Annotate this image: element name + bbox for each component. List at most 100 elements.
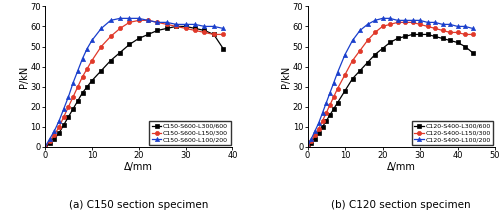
C120-S400-L150/300 <box>440 29 446 32</box>
C120-S400-L100/200 <box>447 23 453 26</box>
C120-S400-L150/300 <box>410 21 416 24</box>
Line: C150-S600-L100/200: C150-S600-L100/200 <box>43 16 225 149</box>
C120-S400-L100/200 <box>440 23 446 26</box>
C150-S600-L100/200 <box>70 81 76 84</box>
C120-S400-L100/200 <box>394 19 400 22</box>
C120-S400-L150/300 <box>331 96 337 98</box>
X-axis label: Δ/mm: Δ/mm <box>387 161 416 172</box>
C120-S400-L300/600 <box>304 146 310 148</box>
C150-S600-L300/600 <box>75 100 81 102</box>
C120-S400-L100/200 <box>331 81 337 84</box>
C150-S600-L100/200 <box>154 21 160 24</box>
C150-S600-L300/600 <box>56 132 62 134</box>
C150-S600-L150/300 <box>182 27 188 30</box>
C120-S400-L300/600 <box>447 39 453 42</box>
C120-S400-L100/200 <box>470 27 476 30</box>
C120-S400-L150/300 <box>417 23 423 26</box>
C150-S600-L100/200 <box>182 23 188 26</box>
C150-S600-L100/200 <box>75 69 81 72</box>
C150-S600-L100/200 <box>108 19 114 22</box>
C150-S600-L150/300 <box>98 45 104 48</box>
C120-S400-L300/600 <box>394 37 400 40</box>
C150-S600-L150/300 <box>56 126 62 128</box>
C150-S600-L150/300 <box>42 146 48 148</box>
C150-S600-L150/300 <box>89 59 95 62</box>
C150-S600-L100/200 <box>136 17 142 20</box>
C150-S600-L300/600 <box>61 124 67 126</box>
C150-S600-L300/600 <box>46 142 52 144</box>
C120-S400-L300/600 <box>410 33 416 36</box>
C120-S400-L100/200 <box>462 25 468 28</box>
C120-S400-L100/200 <box>402 19 408 22</box>
C150-S600-L100/200 <box>80 57 86 60</box>
C150-S600-L100/200 <box>173 23 179 26</box>
C150-S600-L100/200 <box>84 47 90 50</box>
C120-S400-L150/300 <box>402 21 408 24</box>
C120-S400-L300/600 <box>312 138 318 140</box>
C120-S400-L100/200 <box>320 112 326 114</box>
Line: C120-S400-L100/200: C120-S400-L100/200 <box>306 16 474 149</box>
C150-S600-L150/300 <box>136 19 142 22</box>
C150-S600-L100/200 <box>202 25 207 28</box>
C120-S400-L150/300 <box>432 27 438 30</box>
C150-S600-L100/200 <box>46 138 52 140</box>
X-axis label: Δ/mm: Δ/mm <box>124 161 153 172</box>
C120-S400-L100/200 <box>342 53 348 56</box>
C120-S400-L150/300 <box>364 39 370 42</box>
C120-S400-L100/200 <box>417 19 423 22</box>
C150-S600-L150/300 <box>192 29 198 32</box>
C150-S600-L300/600 <box>173 25 179 28</box>
C150-S600-L150/300 <box>154 21 160 24</box>
C150-S600-L100/200 <box>61 108 67 110</box>
C120-S400-L150/300 <box>304 146 310 148</box>
C150-S600-L100/200 <box>56 120 62 122</box>
C120-S400-L100/200 <box>432 21 438 24</box>
C150-S600-L100/200 <box>164 21 170 24</box>
C120-S400-L300/600 <box>350 77 356 80</box>
C120-S400-L150/300 <box>327 104 333 106</box>
C120-S400-L300/600 <box>357 69 363 72</box>
C120-S400-L150/300 <box>350 59 356 62</box>
Y-axis label: P/kN: P/kN <box>19 66 29 88</box>
C150-S600-L100/200 <box>66 96 71 98</box>
C120-S400-L300/600 <box>323 120 329 122</box>
C120-S400-L100/200 <box>424 21 430 24</box>
C120-S400-L150/300 <box>462 33 468 36</box>
C150-S600-L100/200 <box>89 39 95 42</box>
C120-S400-L300/600 <box>342 89 348 92</box>
C120-S400-L150/300 <box>470 33 476 36</box>
C150-S600-L300/600 <box>117 51 123 54</box>
C120-S400-L150/300 <box>308 140 314 142</box>
C150-S600-L300/600 <box>84 85 90 88</box>
C120-S400-L100/200 <box>364 23 370 26</box>
C150-S600-L150/300 <box>164 23 170 26</box>
C150-S600-L300/600 <box>145 33 151 36</box>
C150-S600-L150/300 <box>80 75 86 78</box>
C150-S600-L150/300 <box>84 67 90 70</box>
C150-S600-L300/600 <box>108 59 114 62</box>
C120-S400-L150/300 <box>323 112 329 114</box>
C150-S600-L100/200 <box>98 27 104 30</box>
C150-S600-L150/300 <box>52 134 58 136</box>
C120-S400-L150/300 <box>454 31 460 34</box>
C120-S400-L100/200 <box>316 122 322 124</box>
C120-S400-L300/600 <box>432 35 438 38</box>
C150-S600-L150/300 <box>220 33 226 36</box>
C120-S400-L300/600 <box>417 33 423 36</box>
C120-S400-L150/300 <box>380 25 386 28</box>
C150-S600-L100/200 <box>117 17 123 20</box>
Line: C120-S400-L150/300: C120-S400-L150/300 <box>306 20 474 149</box>
C150-S600-L300/600 <box>136 37 142 40</box>
C120-S400-L150/300 <box>316 128 322 130</box>
C150-S600-L150/300 <box>202 31 207 34</box>
C120-S400-L150/300 <box>447 31 453 34</box>
C150-S600-L150/300 <box>210 33 216 36</box>
C120-S400-L100/200 <box>323 101 329 104</box>
C120-S400-L150/300 <box>334 87 340 90</box>
C120-S400-L300/600 <box>462 45 468 48</box>
C120-S400-L300/600 <box>320 126 326 128</box>
C120-S400-L150/300 <box>387 23 393 26</box>
C120-S400-L100/200 <box>304 146 310 148</box>
Legend: C120-S400-L300/600, C120-S400-L150/300, C120-S400-L100/200: C120-S400-L300/600, C120-S400-L150/300, … <box>412 121 493 145</box>
C120-S400-L300/600 <box>372 53 378 56</box>
